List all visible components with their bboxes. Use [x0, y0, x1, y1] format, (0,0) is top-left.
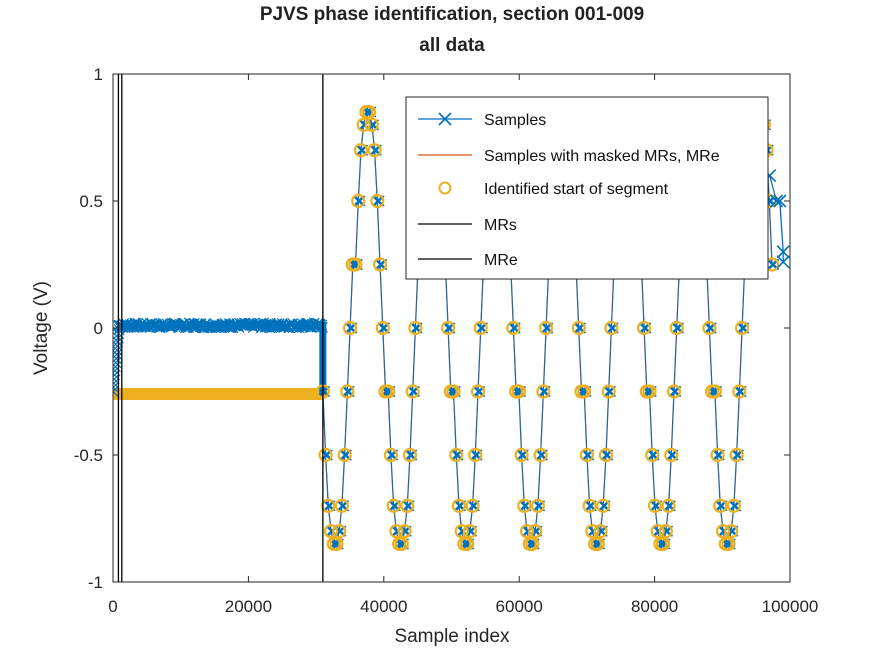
- y-tick-label: -0.5: [74, 446, 103, 465]
- x-tick-label: 80000: [631, 597, 678, 616]
- legend-marker-segment-start: [438, 181, 452, 195]
- legend-item-samples: Samples: [418, 112, 546, 129]
- samples-tail-marker: [769, 194, 784, 208]
- legend-label-segment-start: Identified start of segment: [484, 181, 669, 198]
- x-tick-label: 20000: [225, 597, 272, 616]
- x-tick-label: 100000: [762, 597, 819, 616]
- y-axis-label: Voltage (V): [31, 281, 52, 375]
- x-tick-label: 40000: [360, 597, 407, 616]
- legend: Samples Samples with masked MRs, MRe Ide…: [405, 96, 769, 280]
- samples-tail-marker: [776, 245, 790, 259]
- legend-label-mre: MRe: [484, 252, 518, 269]
- samples-flat-region: [113, 317, 328, 334]
- axis-ticks: 0 20000 40000 60000 80000 100000 -1 -0.5 0 0.5 1: [74, 65, 819, 616]
- samples-tail-marker: [776, 255, 790, 269]
- legend-label-mrs: MRs: [484, 217, 517, 234]
- y-tick-label: 0.5: [79, 192, 103, 211]
- legend-item-masked: Samples with masked MRs, MRe: [418, 148, 720, 165]
- legend-item-mrs: MRs: [418, 217, 517, 234]
- y-tick-label: 1: [94, 65, 103, 84]
- y-tick-label: -1: [88, 573, 103, 592]
- legend-item-segment-start: Identified start of segment: [438, 181, 669, 198]
- legend-marker-samples: [438, 112, 452, 126]
- legend-label-masked: Samples with masked MRs, MRe: [484, 148, 720, 165]
- samples-tail-marker: [773, 194, 787, 208]
- legend-item-mre: MRe: [418, 252, 518, 269]
- x-axis-label: Sample index: [394, 626, 510, 647]
- x-tick-label: 60000: [496, 597, 543, 616]
- legend-box: [405, 96, 769, 280]
- x-tick-label: 0: [108, 597, 117, 616]
- legend-label-samples: Samples: [484, 112, 546, 129]
- segment-start-baseline: [113, 388, 328, 401]
- chart-subtitle: all data: [419, 35, 485, 56]
- chart-title: PJVS phase identification, section 001-0…: [260, 4, 644, 25]
- y-tick-label: 0: [94, 319, 103, 338]
